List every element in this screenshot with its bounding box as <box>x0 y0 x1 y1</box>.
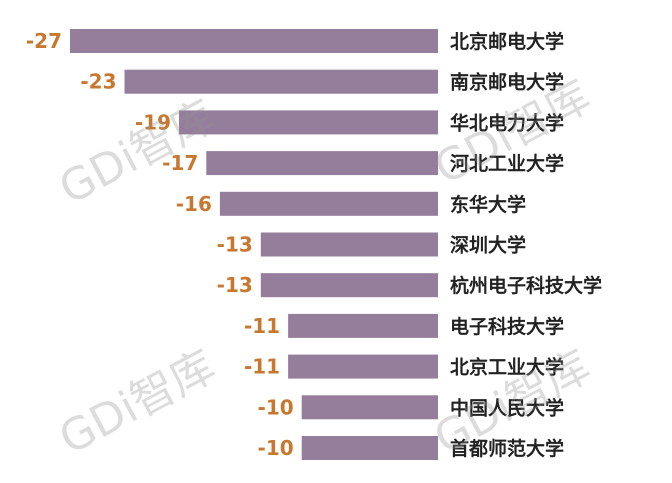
value-label-5: -16 <box>176 192 212 216</box>
value-label-2: -23 <box>80 70 116 94</box>
value-label-9: -11 <box>244 355 280 379</box>
value-label-1: -27 <box>26 29 62 53</box>
value-label-3: -19 <box>135 110 171 134</box>
category-label-8: 电子科技大学 <box>450 315 564 338</box>
bar-6 <box>260 232 438 257</box>
category-label-7: 杭州电子科技大学 <box>450 274 602 297</box>
category-label-10: 中国人民大学 <box>450 396 564 419</box>
bar-3 <box>179 110 438 135</box>
value-label-8: -11 <box>244 314 280 338</box>
value-label-10: -10 <box>258 395 294 419</box>
category-label-1: 北京邮电大学 <box>450 30 564 53</box>
labels-layer: -27 北京邮电大学 -23 南京邮电大学 -19 华北电力大学 -17 河北工业大学 -16 东… <box>26 29 602 460</box>
category-label-3: 华北电力大学 <box>450 111 564 134</box>
value-label-6: -13 <box>217 233 253 257</box>
value-label-11: -10 <box>258 436 294 460</box>
category-label-9: 北京工业大学 <box>450 356 564 379</box>
bar-11 <box>301 436 438 460</box>
category-label-2: 南京邮电大学 <box>450 71 564 94</box>
bar-5 <box>219 191 438 216</box>
category-label-11: 首都师范大学 <box>450 437 564 460</box>
value-label-7: -13 <box>217 273 253 297</box>
bars-layer <box>70 29 438 460</box>
category-label-6: 深圳大学 <box>450 234 526 257</box>
value-label-4: -17 <box>162 151 198 175</box>
category-label-4: 河北工业大学 <box>450 152 564 175</box>
bar-1 <box>70 29 438 53</box>
bar-9 <box>288 354 438 379</box>
bar-10 <box>301 395 438 420</box>
bar-7 <box>260 273 438 298</box>
bar-2 <box>124 69 438 94</box>
bar-8 <box>288 313 438 338</box>
category-label-5: 东华大学 <box>450 193 526 216</box>
watermark-3: GDi智库 <box>51 341 223 465</box>
bar-4 <box>206 151 438 176</box>
